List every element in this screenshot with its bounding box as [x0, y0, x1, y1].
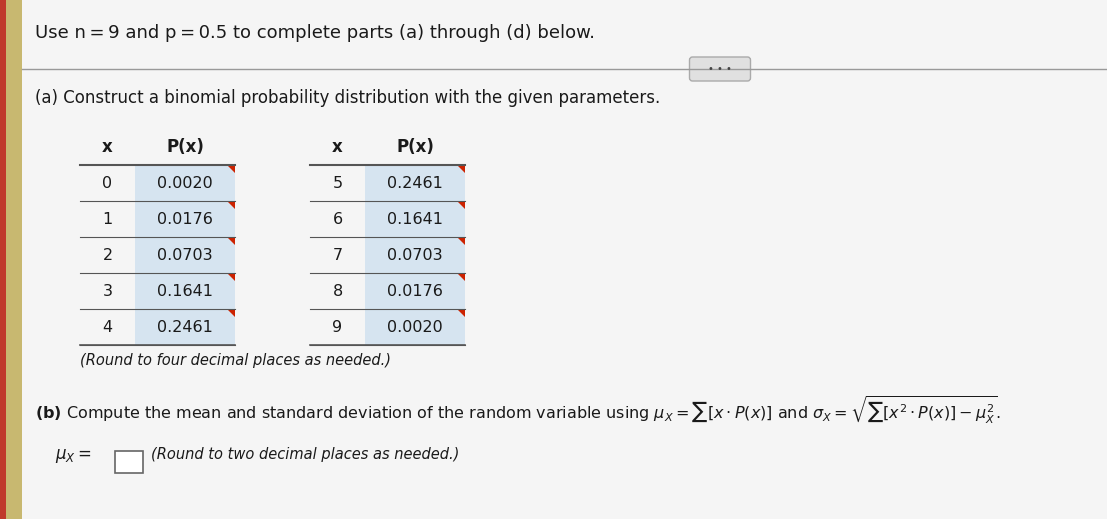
Bar	[135, 237, 235, 273]
Polygon shape	[457, 201, 465, 209]
Text: 9: 9	[332, 320, 342, 335]
Polygon shape	[227, 201, 235, 209]
Text: 2: 2	[103, 248, 113, 263]
Bar	[135, 201, 235, 237]
Text: 0.1641: 0.1641	[157, 283, 213, 298]
Bar	[310, 165, 365, 201]
Bar	[310, 309, 365, 345]
Bar	[310, 201, 365, 237]
Polygon shape	[457, 309, 465, 317]
Text: 6: 6	[332, 212, 342, 226]
Text: P(x): P(x)	[396, 138, 434, 156]
Bar	[135, 129, 235, 165]
Text: • • •: • • •	[708, 64, 732, 74]
Text: (Round to two decimal places as needed.): (Round to two decimal places as needed.)	[151, 447, 459, 462]
Text: 0.2461: 0.2461	[387, 175, 443, 190]
Bar	[365, 201, 465, 237]
Polygon shape	[227, 273, 235, 281]
Polygon shape	[457, 165, 465, 173]
Text: (Round to four decimal places as needed.): (Round to four decimal places as needed.…	[80, 353, 391, 368]
Bar	[0, 0, 6, 519]
Text: P(x): P(x)	[166, 138, 204, 156]
Bar	[80, 273, 135, 309]
Polygon shape	[457, 273, 465, 281]
Text: x: x	[102, 138, 113, 156]
Bar	[365, 273, 465, 309]
FancyBboxPatch shape	[690, 57, 751, 81]
Text: 8: 8	[332, 283, 343, 298]
Text: 3: 3	[103, 283, 113, 298]
Text: 4: 4	[103, 320, 113, 335]
Bar	[135, 309, 235, 345]
Bar	[80, 237, 135, 273]
Polygon shape	[457, 237, 465, 245]
Bar	[80, 309, 135, 345]
Text: 0.0176: 0.0176	[387, 283, 443, 298]
Polygon shape	[227, 309, 235, 317]
Polygon shape	[227, 165, 235, 173]
Bar	[365, 129, 465, 165]
Text: 0.0020: 0.0020	[387, 320, 443, 335]
Bar	[0, 0, 22, 519]
Text: 5: 5	[332, 175, 342, 190]
Text: 0.2461: 0.2461	[157, 320, 213, 335]
Polygon shape	[227, 237, 235, 245]
Bar	[80, 201, 135, 237]
Bar	[310, 129, 365, 165]
Text: 0.0703: 0.0703	[387, 248, 443, 263]
Text: (a) Construct a binomial probability distribution with the given parameters.: (a) Construct a binomial probability dis…	[35, 89, 660, 107]
Bar	[365, 309, 465, 345]
Text: 1: 1	[102, 212, 113, 226]
Text: 0.0020: 0.0020	[157, 175, 213, 190]
Text: Use n = 9 and p = 0.5 to complete parts (a) through (d) below.: Use n = 9 and p = 0.5 to complete parts …	[35, 24, 594, 42]
Bar	[80, 129, 135, 165]
Text: 0: 0	[103, 175, 113, 190]
Text: 0.0176: 0.0176	[157, 212, 213, 226]
Text: x: x	[332, 138, 343, 156]
Text: $\mu_X =$: $\mu_X =$	[55, 447, 92, 465]
Text: 0.0703: 0.0703	[157, 248, 213, 263]
Bar	[135, 273, 235, 309]
Text: $\mathbf{(b)}$ Compute the mean and standard deviation of the random variable us: $\mathbf{(b)}$ Compute the mean and stan…	[35, 395, 1001, 426]
Bar	[80, 165, 135, 201]
Bar	[365, 165, 465, 201]
Bar	[310, 237, 365, 273]
Bar	[115, 451, 143, 473]
Bar	[365, 237, 465, 273]
Bar	[135, 165, 235, 201]
Text: 7: 7	[332, 248, 342, 263]
Bar	[310, 273, 365, 309]
Text: 0.1641: 0.1641	[387, 212, 443, 226]
